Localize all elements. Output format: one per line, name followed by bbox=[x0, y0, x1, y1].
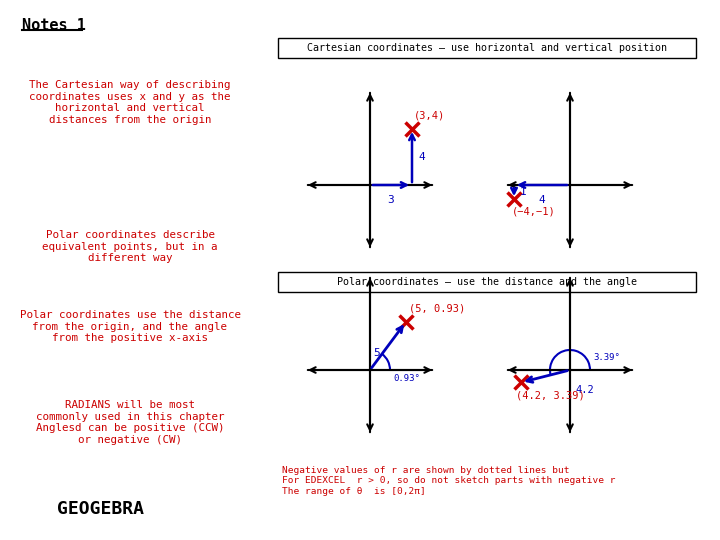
Text: (−4,−1): (−4,−1) bbox=[512, 207, 556, 217]
Text: Polar coordinates describe
equivalent points, but in a
different way: Polar coordinates describe equivalent po… bbox=[42, 230, 217, 263]
Text: GEOGEBRA: GEOGEBRA bbox=[56, 500, 143, 518]
Text: (4.2, 3.39): (4.2, 3.39) bbox=[516, 390, 585, 400]
Text: Polar coordinates – use the distance and the angle: Polar coordinates – use the distance and… bbox=[337, 277, 637, 287]
Text: 1: 1 bbox=[520, 187, 527, 197]
Text: The Cartesian way of describing
coordinates uses x and y as the
horizontal and v: The Cartesian way of describing coordina… bbox=[30, 80, 230, 125]
Text: (5, 0.93): (5, 0.93) bbox=[409, 304, 465, 314]
Text: 3: 3 bbox=[387, 195, 395, 205]
Text: Cartesian coordinates – use horizontal and vertical position: Cartesian coordinates – use horizontal a… bbox=[307, 43, 667, 53]
Text: Polar coordinates use the distance
from the origin, and the angle
from the posit: Polar coordinates use the distance from … bbox=[19, 310, 240, 343]
Text: Negative values of r are shown by dotted lines but
For EDEXCEL  r > 0, so do not: Negative values of r are shown by dotted… bbox=[282, 466, 616, 496]
Text: 4: 4 bbox=[418, 152, 425, 162]
Bar bbox=[278, 272, 696, 292]
Text: 4: 4 bbox=[539, 195, 545, 205]
Text: 0.93°: 0.93° bbox=[393, 374, 420, 383]
Text: 3.39°: 3.39° bbox=[593, 353, 620, 362]
Text: (3,4): (3,4) bbox=[414, 111, 445, 121]
Text: 5: 5 bbox=[373, 348, 380, 358]
Text: 4.2: 4.2 bbox=[575, 385, 594, 395]
Text: Notes 1: Notes 1 bbox=[22, 18, 86, 33]
Bar bbox=[278, 38, 696, 58]
Text: RADIANS will be most
commonly used in this chapter
Anglesd can be positive (CCW): RADIANS will be most commonly used in th… bbox=[36, 400, 224, 445]
